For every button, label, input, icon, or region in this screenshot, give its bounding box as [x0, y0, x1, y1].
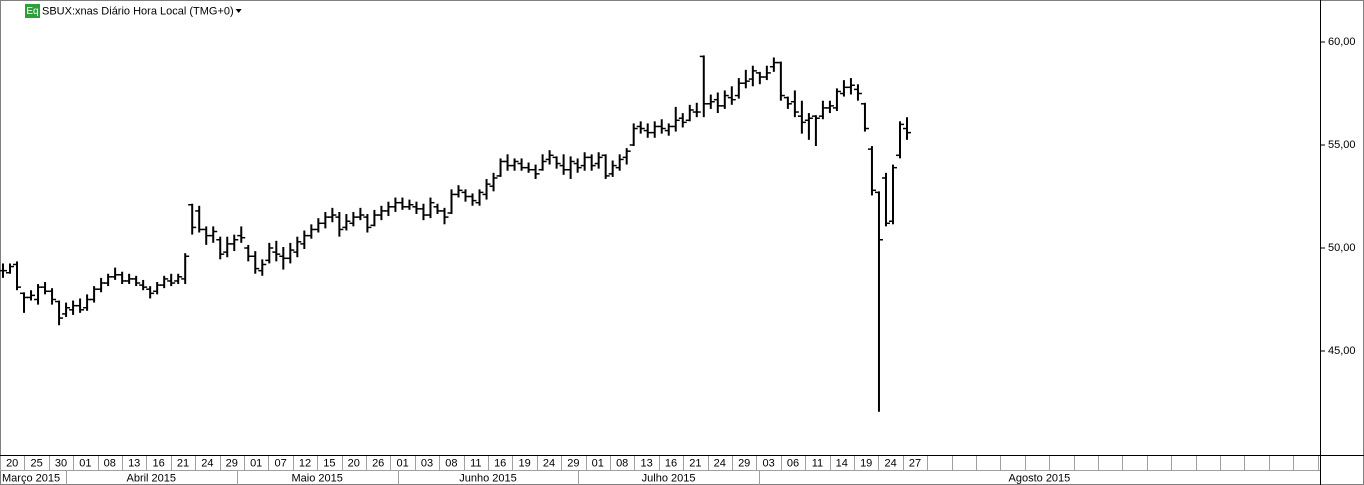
y-tick-label: 60,00 [1328, 36, 1356, 48]
dropdown-caret[interactable] [235, 9, 242, 13]
x-day-label: 01 [396, 457, 408, 469]
x-month-label: Agosto 2015 [1009, 472, 1071, 484]
x-day-label: 20 [348, 457, 360, 469]
x-day-label: 03 [421, 457, 433, 469]
x-day-label: 29 [567, 457, 579, 469]
x-day-label: 29 [226, 457, 238, 469]
x-day-label: 15 [323, 457, 335, 469]
badge[interactable] [25, 4, 40, 18]
x-month-label: Julho 2015 [642, 472, 696, 484]
x-day-label: 26 [372, 457, 384, 469]
x-day-label: 13 [128, 457, 140, 469]
x-day-label: 08 [445, 457, 457, 469]
x-day-label: 01 [250, 457, 262, 469]
x-day-label: 08 [616, 457, 628, 469]
x-day-label: 21 [689, 457, 701, 469]
x-month-label: Junho 2015 [459, 472, 517, 484]
x-day-label: 19 [518, 457, 530, 469]
x-day-label: 24 [543, 457, 555, 469]
x-day-label: 11 [812, 457, 823, 469]
x-day-label: 29 [738, 457, 750, 469]
x-day-label: 03 [762, 457, 774, 469]
x-day-label: 01 [592, 457, 604, 469]
x-day-label: 11 [470, 457, 481, 469]
x-day-label: 20 [6, 457, 18, 469]
y-tick-label: 45,00 [1328, 345, 1356, 357]
x-day-label: 16 [665, 457, 677, 469]
x-day-label: 24 [714, 457, 726, 469]
x-month-label: Maio 2015 [292, 472, 343, 484]
x-day-label: 24 [884, 457, 896, 469]
x-month-label: Março 2015 [2, 472, 60, 484]
x-day-label: 24 [201, 457, 213, 469]
chart-title[interactable]: SBUX:xnas Diário Hora Local (TMG+0) [42, 5, 234, 17]
x-day-label: 01 [79, 457, 91, 469]
x-day-label: 13 [640, 457, 652, 469]
x-day-label: 12 [299, 457, 311, 469]
y-tick-label: 50,00 [1328, 242, 1356, 254]
badge-text: Eq [26, 6, 38, 17]
x-day-label: 06 [787, 457, 799, 469]
x-day-label: 08 [104, 457, 116, 469]
x-day-label: 27 [909, 457, 921, 469]
y-tick-label: 55,00 [1328, 139, 1356, 151]
x-day-label: 16 [152, 457, 164, 469]
x-day-label: 19 [860, 457, 872, 469]
x-day-label: 07 [274, 457, 286, 469]
x-month-label: Abril 2015 [127, 472, 177, 484]
x-day-label: 16 [494, 457, 506, 469]
x-day-label: 14 [836, 457, 848, 469]
x-day-label: 25 [30, 457, 42, 469]
x-day-label: 30 [55, 457, 67, 469]
x-day-label: 21 [177, 457, 189, 469]
